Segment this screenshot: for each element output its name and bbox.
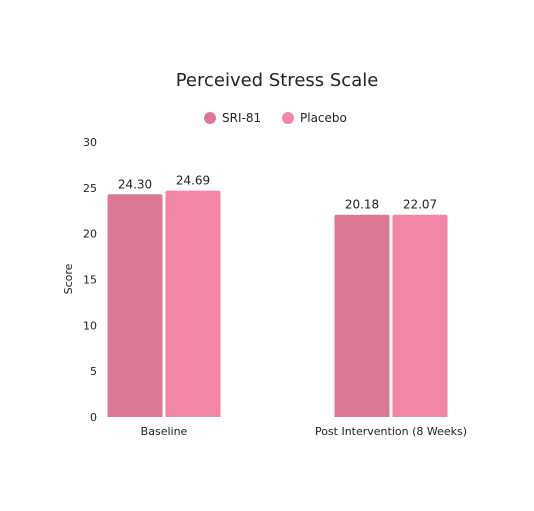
- bar-value-label: 24.69: [176, 174, 210, 188]
- legend-label: SRI-81: [222, 111, 261, 125]
- y-axis: 0 5 10 15 20 25 30: [83, 136, 97, 424]
- chart-title: Perceived Stress Scale: [176, 70, 379, 91]
- bar-sri-81-0: [107, 194, 163, 417]
- legend-swatch: [204, 112, 216, 124]
- legend: SRI-81 Placebo: [204, 111, 347, 125]
- y-tick-label: 25: [83, 182, 97, 195]
- x-tick-label: Post Intervention (8 Weeks): [315, 425, 467, 438]
- legend-swatch: [282, 112, 294, 124]
- x-axis: Baseline Post Intervention (8 Weeks): [141, 425, 467, 438]
- bar-value-label: 20.18: [345, 198, 379, 212]
- y-tick-label: 20: [83, 228, 97, 241]
- x-tick-label: Baseline: [141, 425, 188, 438]
- y-tick-label: 15: [83, 274, 97, 287]
- bar-value-label: 22.07: [403, 198, 437, 212]
- bar-sri-81-1: [334, 214, 390, 417]
- y-tick-label: 5: [90, 365, 97, 378]
- y-axis-label: Score: [62, 263, 75, 294]
- bars: 24.30 24.69 20.18 22.07: [107, 174, 448, 417]
- y-tick-label: 10: [83, 319, 97, 332]
- bar-value-label: 24.30: [118, 177, 152, 191]
- bar-placebo-0: [165, 190, 221, 417]
- bar-placebo-1: [392, 214, 448, 417]
- legend-label: Placebo: [300, 111, 347, 125]
- y-tick-label: 30: [83, 136, 97, 149]
- y-tick-label: 0: [90, 411, 97, 424]
